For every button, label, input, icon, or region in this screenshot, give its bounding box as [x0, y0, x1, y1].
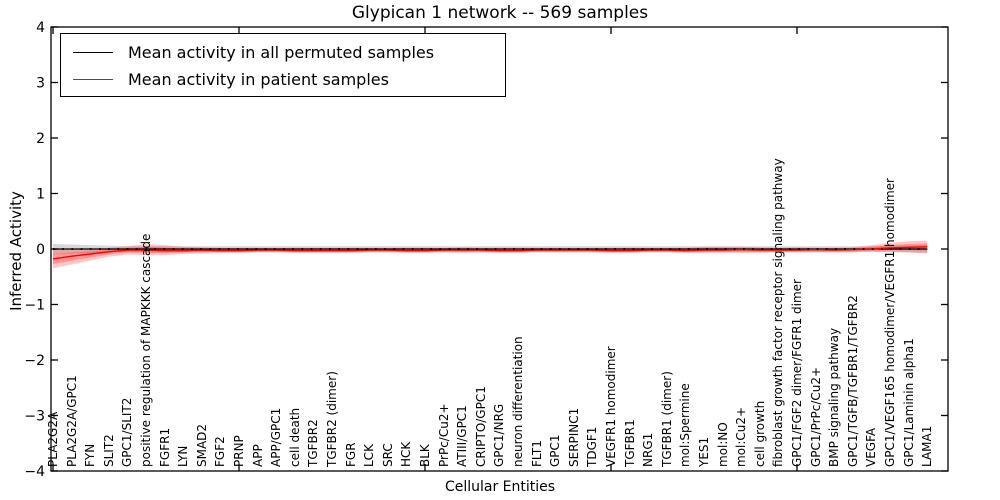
svg-text:3: 3	[36, 76, 45, 92]
legend-label-permuted: Mean activity in all permuted samples	[128, 43, 435, 62]
svg-text:0: 0	[36, 242, 45, 258]
svg-text:1: 1	[36, 187, 45, 203]
legend: Mean activity in all permuted samples Me…	[60, 33, 506, 97]
svg-text:−1: −1	[24, 298, 45, 314]
legend-line-permuted-icon	[73, 52, 113, 53]
svg-text:2: 2	[36, 131, 45, 147]
legend-label-patient: Mean activity in patient samples	[128, 70, 389, 89]
legend-entry-patient: Mean activity in patient samples	[61, 66, 505, 93]
svg-text:4: 4	[36, 20, 45, 36]
chart-title: Glypican 1 network -- 569 samples	[351, 3, 649, 23]
legend-entry-permuted: Mean activity in all permuted samples	[61, 39, 505, 66]
x-axis-label: Cellular Entities	[444, 479, 556, 495]
svg-text:−2: −2	[24, 353, 45, 369]
y-axis-label: Inferred Activity	[7, 191, 25, 311]
legend-line-patient-icon	[73, 79, 113, 80]
svg-text:−4: −4	[24, 464, 45, 480]
svg-text:−3: −3	[24, 409, 45, 425]
